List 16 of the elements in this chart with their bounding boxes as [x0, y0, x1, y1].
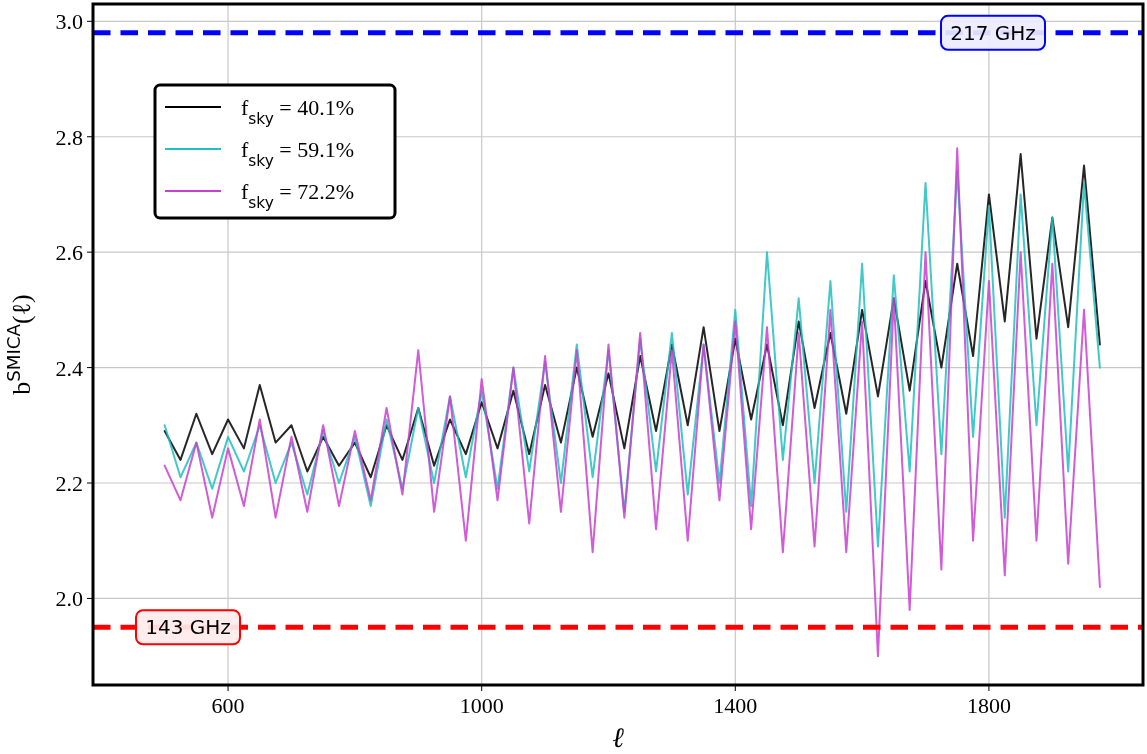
y-tick-label: 2.0: [55, 586, 83, 612]
ref-line-label: 217 GHz: [950, 20, 1036, 45]
y-tick-label: 2.8: [55, 124, 83, 150]
x-axis-title: ℓ: [612, 722, 625, 753]
x-tick-label: 1000: [459, 693, 504, 718]
y-tick-label: 3.0: [55, 9, 83, 35]
x-tick-label: 1400: [713, 693, 758, 718]
legend-label: f$_{sky}$ = 59.1%: [241, 137, 355, 170]
x-tick-label: 600: [211, 693, 245, 718]
y-tick-label: 2.6: [55, 240, 83, 266]
legend-label: f$_{sky}$ = 72.2%: [241, 179, 355, 212]
y-tick-label: 2.2: [55, 471, 83, 497]
x-tick-label: 1800: [966, 693, 1011, 718]
legend-label: f$_{sky}$ = 40.1%: [241, 95, 355, 128]
y-tick-label: 2.4: [55, 355, 83, 381]
ref-line-label: 143 GHz: [145, 615, 231, 640]
